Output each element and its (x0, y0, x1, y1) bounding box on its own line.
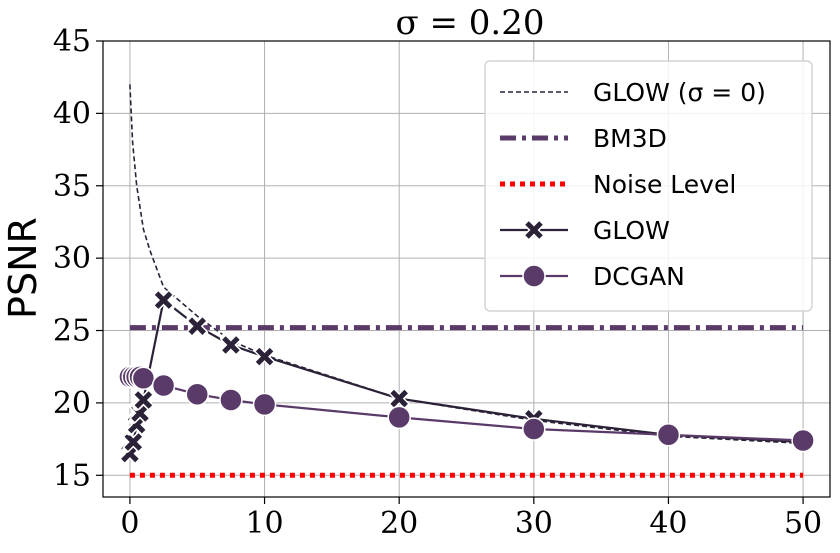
chart-title: σ = 0.20 (395, 3, 544, 43)
series (118, 365, 815, 453)
plot-frame (102, 40, 831, 498)
legend-item: BM3D (500, 124, 667, 153)
x-tick-label: 20 (380, 506, 418, 541)
data-point (152, 289, 175, 312)
legend-box (484, 60, 813, 312)
y-tick-label: 20 (53, 386, 91, 421)
legend-item: GLOW (500, 216, 670, 245)
data-point (131, 366, 156, 391)
legend-label: Noise Level (593, 170, 736, 199)
data-point (132, 389, 155, 412)
data-point (186, 315, 209, 338)
data-point (656, 423, 681, 447)
legend-label: GLOW (593, 216, 670, 245)
data-point (185, 382, 209, 406)
series-line (128, 299, 804, 454)
data-point (387, 405, 411, 430)
legend-label: GLOW (σ = 0) (593, 78, 766, 107)
data-point (253, 345, 276, 368)
data-point (522, 264, 546, 288)
y-tick-label: 15 (53, 458, 91, 493)
data-point (122, 430, 145, 453)
y-tick-label: 45 (53, 24, 91, 59)
data-point (522, 417, 546, 441)
x-tick-label: 0 (120, 506, 139, 541)
data-point (219, 334, 242, 356)
data-point (791, 428, 815, 453)
y-tick-label: 40 (53, 96, 91, 131)
data-point (388, 387, 411, 410)
legend-label: BM3D (593, 124, 667, 153)
x-tick-label: 40 (649, 506, 687, 541)
x-tick-label: 30 (515, 506, 553, 541)
x-tick-label: 50 (784, 506, 822, 541)
reference-lines (129, 84, 804, 478)
y-tick-label: 25 (53, 314, 91, 349)
data-point (252, 392, 277, 417)
series-line (129, 84, 804, 445)
axis-ticks: 0 10 20 30 40 50 15 20 25 30 35 40 45 (53, 24, 822, 541)
y-tick-label: 30 (53, 241, 91, 276)
data-point (151, 373, 176, 398)
y-tick-label: 35 (53, 169, 91, 204)
legend: GLOW (σ = 0) BM3D Noise Level GLOW DCGAN (484, 60, 813, 312)
series (129, 84, 804, 445)
data-point (219, 388, 243, 412)
data-point (523, 219, 545, 241)
legend-item: DCGAN (500, 262, 685, 291)
legend-label: DCGAN (593, 262, 685, 291)
legend-item: GLOW (σ = 0) (500, 78, 766, 107)
legend-item: Noise Level (500, 170, 736, 199)
x-tick-label: 10 (245, 506, 283, 541)
y-axis-label: PSNR (1, 217, 45, 319)
series-layer (118, 289, 815, 465)
